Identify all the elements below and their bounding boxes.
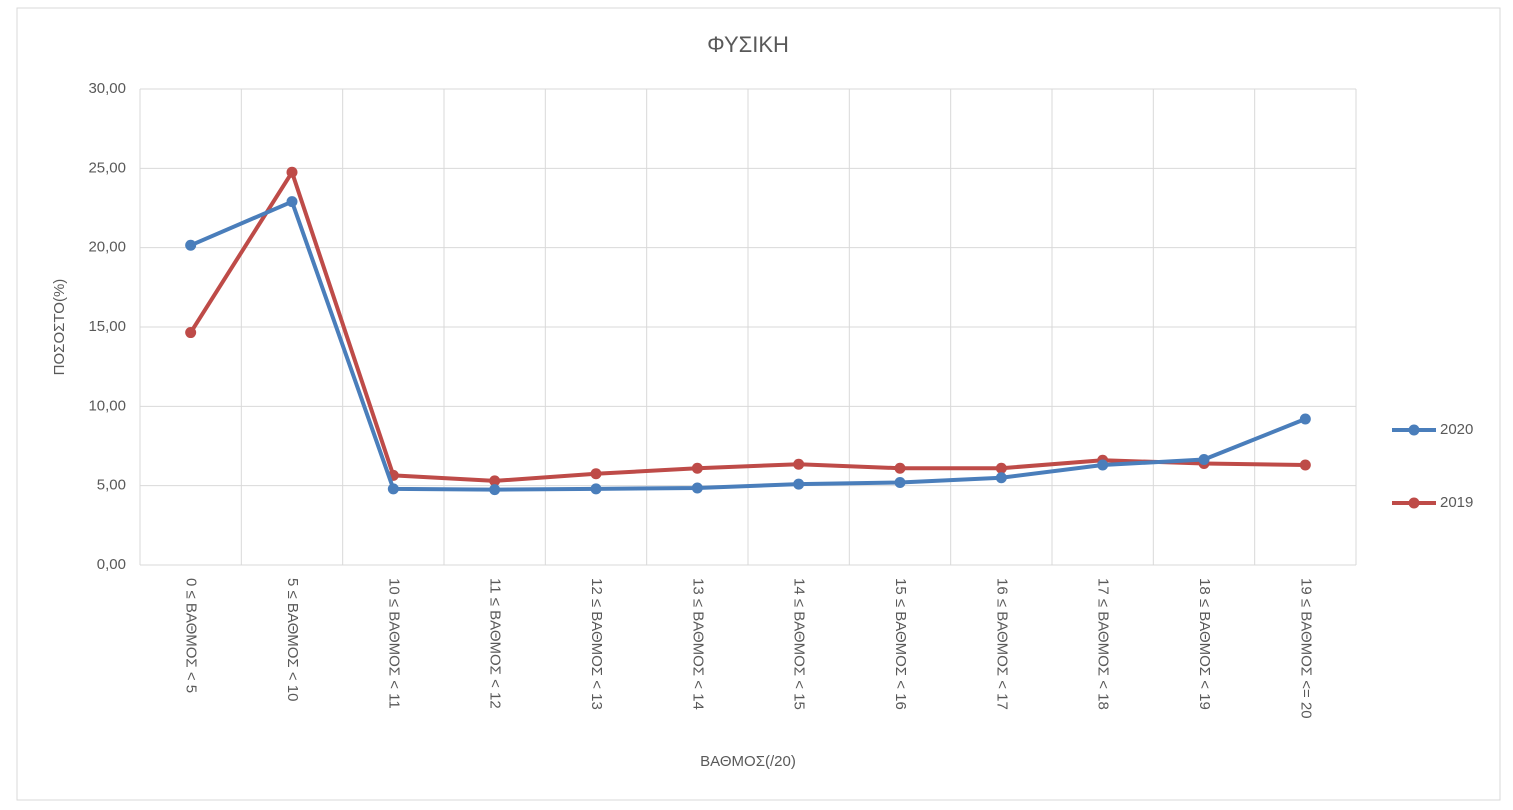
data-point xyxy=(793,478,805,490)
data-point xyxy=(995,472,1007,484)
series-line xyxy=(189,199,1307,492)
x-tick-label: 11 ≤ ΒΑΘΜΟΣ < 12 xyxy=(487,578,504,709)
data-point xyxy=(995,462,1007,474)
legend-marker xyxy=(1408,497,1420,509)
data-point xyxy=(185,327,197,339)
x-tick-label: 0 ≤ ΒΑΘΜΟΣ < 5 xyxy=(183,578,200,693)
chart-frame xyxy=(16,7,1501,801)
x-tick-label: 19 ≤ ΒΑΘΜΟΣ <= 20 xyxy=(1297,578,1314,719)
x-tick-label: 15 ≤ ΒΑΘΜΟΣ < 16 xyxy=(892,578,909,710)
data-point xyxy=(691,462,703,474)
y-axis-title: ΠΟΣΟΣΤΟ(%) xyxy=(51,279,68,376)
x-tick-label: 14 ≤ ΒΑΘΜΟΣ < 15 xyxy=(791,578,808,710)
data-point xyxy=(590,468,602,480)
x-tick-label: 18 ≤ ΒΑΘΜΟΣ < 19 xyxy=(1196,578,1213,710)
x-tick-label: 5 ≤ ΒΑΘΜΟΣ < 10 xyxy=(284,578,301,702)
data-point xyxy=(489,475,501,487)
legend-label: 2019 xyxy=(1440,494,1473,511)
data-point xyxy=(691,482,703,494)
x-tick-label: 12 ≤ ΒΑΘΜΟΣ < 13 xyxy=(588,578,605,710)
x-tick-label: 10 ≤ ΒΑΘΜΟΣ < 11 xyxy=(385,578,402,709)
data-point xyxy=(1299,413,1311,425)
data-point xyxy=(286,166,298,178)
data-point xyxy=(590,483,602,495)
data-point xyxy=(387,483,399,495)
data-point xyxy=(286,196,298,208)
x-tick-label: 13 ≤ ΒΑΘΜΟΣ < 14 xyxy=(689,578,706,710)
data-point xyxy=(793,458,805,470)
data-point xyxy=(1097,459,1109,471)
y-tick-label: 25,00 xyxy=(88,159,126,176)
data-point xyxy=(185,239,197,251)
data-point xyxy=(894,462,906,474)
y-tick-label: 20,00 xyxy=(88,239,126,256)
chart-title: ΦΥΣΙΚΗ xyxy=(707,32,789,57)
y-tick-label: 0,00 xyxy=(97,556,126,573)
x-axis-title: ΒΑΘΜΟΣ(/20) xyxy=(700,753,796,770)
legend-marker xyxy=(1408,424,1420,436)
data-point xyxy=(489,484,501,496)
x-tick-label: 17 ≤ ΒΑΘΜΟΣ < 18 xyxy=(1095,578,1112,710)
series-line xyxy=(188,170,1306,483)
y-tick-label: 15,00 xyxy=(88,318,126,335)
y-tick-label: 10,00 xyxy=(88,397,126,414)
legend-label: 2020 xyxy=(1440,421,1473,438)
y-tick-label: 30,00 xyxy=(88,80,126,97)
x-tick-label: 16 ≤ ΒΑΘΜΟΣ < 17 xyxy=(993,578,1010,710)
data-point xyxy=(1299,459,1311,471)
y-tick-label: 5,00 xyxy=(97,477,126,494)
data-point xyxy=(894,476,906,488)
data-point xyxy=(1198,453,1210,465)
